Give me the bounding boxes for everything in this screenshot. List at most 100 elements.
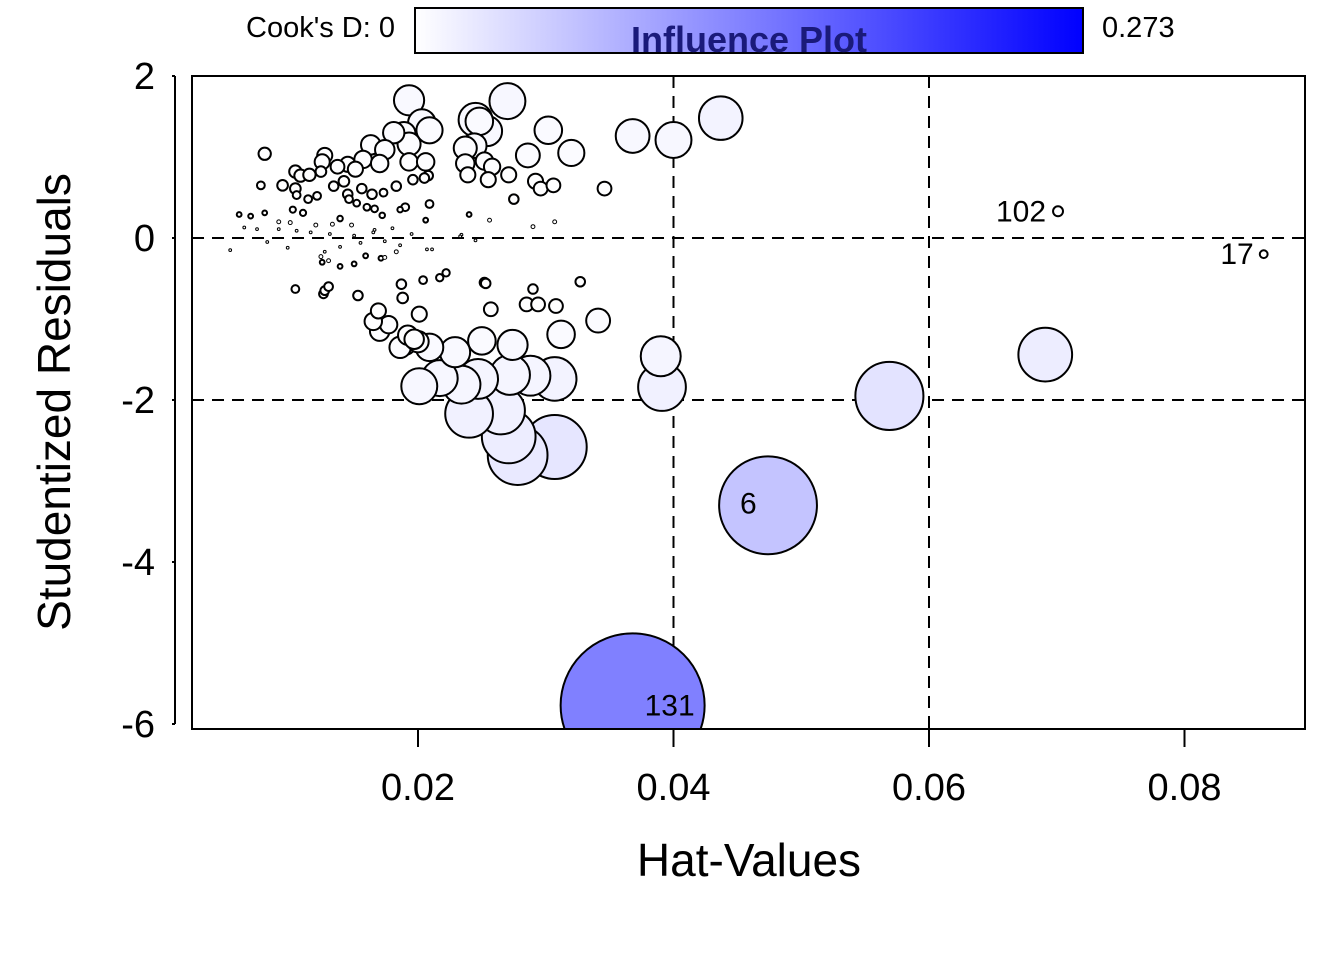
y-tick-label: -2 [121, 380, 155, 422]
data-point [255, 227, 259, 231]
data-point [318, 254, 324, 260]
data-point [378, 211, 386, 220]
data-point [548, 298, 564, 314]
y-tick-label: 2 [134, 56, 155, 98]
data-point [410, 305, 428, 323]
legend-max-label: 0.273 [1102, 12, 1175, 44]
data-point [362, 202, 372, 212]
color-legend: Cook's D: 0 0.273 [246, 7, 1175, 54]
data-point [382, 121, 406, 145]
data-point [424, 199, 435, 209]
x-axis-title: Hat-Values [637, 834, 861, 886]
data-point [285, 245, 290, 250]
data-point [247, 212, 255, 220]
data-point [508, 193, 520, 205]
data-point [290, 284, 301, 294]
data-point [312, 190, 322, 201]
data-point [327, 180, 340, 192]
data-point [303, 194, 314, 205]
x-tick-label: 0.04 [637, 767, 711, 809]
x-axis: 0.02 0.04 0.06 0.08 [192, 728, 1305, 809]
data-point [350, 260, 358, 268]
data-point [487, 217, 492, 223]
data-point [438, 336, 472, 369]
data-point [323, 281, 334, 292]
data-point [298, 208, 308, 217]
data-point [308, 230, 313, 235]
data-point [1052, 205, 1064, 218]
x-tick-label: 0.06 [892, 767, 966, 809]
data-point [422, 216, 430, 224]
data-point [530, 296, 546, 313]
data-point [854, 360, 925, 431]
data-point [291, 190, 302, 200]
data-point [1017, 326, 1074, 383]
data-point [415, 116, 444, 145]
data-point [369, 302, 387, 320]
data-point [336, 262, 344, 270]
data-point [500, 166, 518, 184]
data-point [366, 188, 378, 201]
data-point [276, 227, 281, 231]
data-point [318, 258, 326, 266]
data-point [392, 84, 426, 117]
data-point [294, 228, 299, 233]
y-axis-title: Studentized Residuals [28, 173, 80, 631]
data-point [1258, 249, 1269, 260]
data-point [654, 121, 693, 159]
data-point [382, 239, 387, 244]
data-point [390, 226, 395, 231]
y-tick-label: 0 [134, 218, 155, 260]
data-point [235, 211, 243, 218]
chart-title: Influence Plot [631, 19, 867, 60]
y-tick-label: -4 [121, 542, 155, 584]
data-point [482, 301, 499, 318]
data-point [473, 238, 478, 243]
data-point [346, 160, 364, 178]
y-tick-label: -6 [121, 704, 155, 746]
data-point [459, 166, 477, 184]
x-tick-label: 0.02 [381, 767, 455, 809]
data-point [546, 319, 576, 350]
data-point [464, 106, 495, 137]
data-point [614, 118, 651, 154]
data-point [395, 278, 408, 290]
data-point [574, 275, 587, 288]
data-point [409, 232, 414, 236]
data-point [465, 211, 473, 218]
data-point [479, 277, 492, 290]
data-point [467, 326, 497, 356]
data-point [441, 268, 451, 278]
point-label: 17 [1220, 238, 1253, 271]
data-point [697, 95, 744, 141]
data-point [430, 247, 434, 252]
data-point [552, 219, 558, 225]
data-point [356, 182, 368, 195]
data-point [559, 632, 706, 729]
data-point [435, 273, 445, 283]
data-point [496, 328, 529, 362]
data-point [400, 367, 439, 406]
legend-min-label: Cook's D: 0 [246, 12, 395, 44]
colorbar [414, 7, 1084, 54]
point-label: 131 [645, 689, 695, 722]
data-point [393, 249, 399, 255]
data-point [585, 307, 612, 334]
point-label: 102 [996, 195, 1046, 228]
data-point [313, 222, 319, 228]
data-point [276, 179, 289, 192]
data-point [545, 177, 562, 194]
data-point [276, 219, 282, 225]
data-point [288, 205, 297, 214]
data-point [358, 240, 363, 245]
data-point [287, 220, 293, 226]
data-point [398, 243, 402, 248]
data-point [344, 194, 354, 205]
data-point [257, 146, 272, 161]
data-point [369, 153, 390, 174]
data-point [370, 204, 379, 214]
data-point [399, 152, 419, 172]
data-point [382, 254, 388, 260]
data-point [557, 138, 586, 168]
